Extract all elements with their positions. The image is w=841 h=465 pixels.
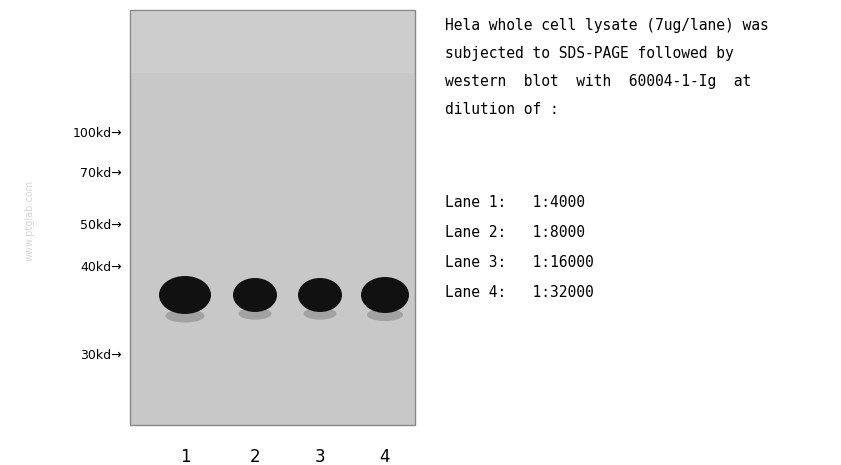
Text: 100kd→: 100kd→ xyxy=(72,126,122,140)
Text: Lane 2:   1:8000: Lane 2: 1:8000 xyxy=(445,225,585,240)
Ellipse shape xyxy=(304,308,336,319)
Ellipse shape xyxy=(298,278,342,312)
Text: 70kd→: 70kd→ xyxy=(80,166,122,179)
Text: 30kd→: 30kd→ xyxy=(81,348,122,361)
Text: Hela whole cell lysate (7ug/lane) was: Hela whole cell lysate (7ug/lane) was xyxy=(445,18,769,33)
Text: 4: 4 xyxy=(380,448,390,465)
Text: 2: 2 xyxy=(250,448,261,465)
Text: dilution of :: dilution of : xyxy=(445,102,558,117)
Text: 3: 3 xyxy=(315,448,325,465)
Bar xyxy=(131,11,414,73)
Text: www.ptglab.com: www.ptglab.com xyxy=(25,179,35,260)
Ellipse shape xyxy=(166,309,204,323)
Ellipse shape xyxy=(367,308,403,321)
Text: 40kd→: 40kd→ xyxy=(81,260,122,273)
Text: western  blot  with  60004-1-Ig  at: western blot with 60004-1-Ig at xyxy=(445,74,751,89)
Ellipse shape xyxy=(361,277,409,313)
Ellipse shape xyxy=(159,276,211,314)
Ellipse shape xyxy=(239,308,272,319)
Text: Lane 4:   1:32000: Lane 4: 1:32000 xyxy=(445,285,594,300)
Text: 50kd→: 50kd→ xyxy=(80,219,122,232)
Text: Lane 3:   1:16000: Lane 3: 1:16000 xyxy=(445,255,594,270)
Text: Lane 1:   1:4000: Lane 1: 1:4000 xyxy=(445,195,585,210)
Text: subjected to SDS-PAGE followed by: subjected to SDS-PAGE followed by xyxy=(445,46,733,61)
Ellipse shape xyxy=(233,278,277,312)
Text: 1: 1 xyxy=(180,448,190,465)
Bar xyxy=(130,10,415,425)
